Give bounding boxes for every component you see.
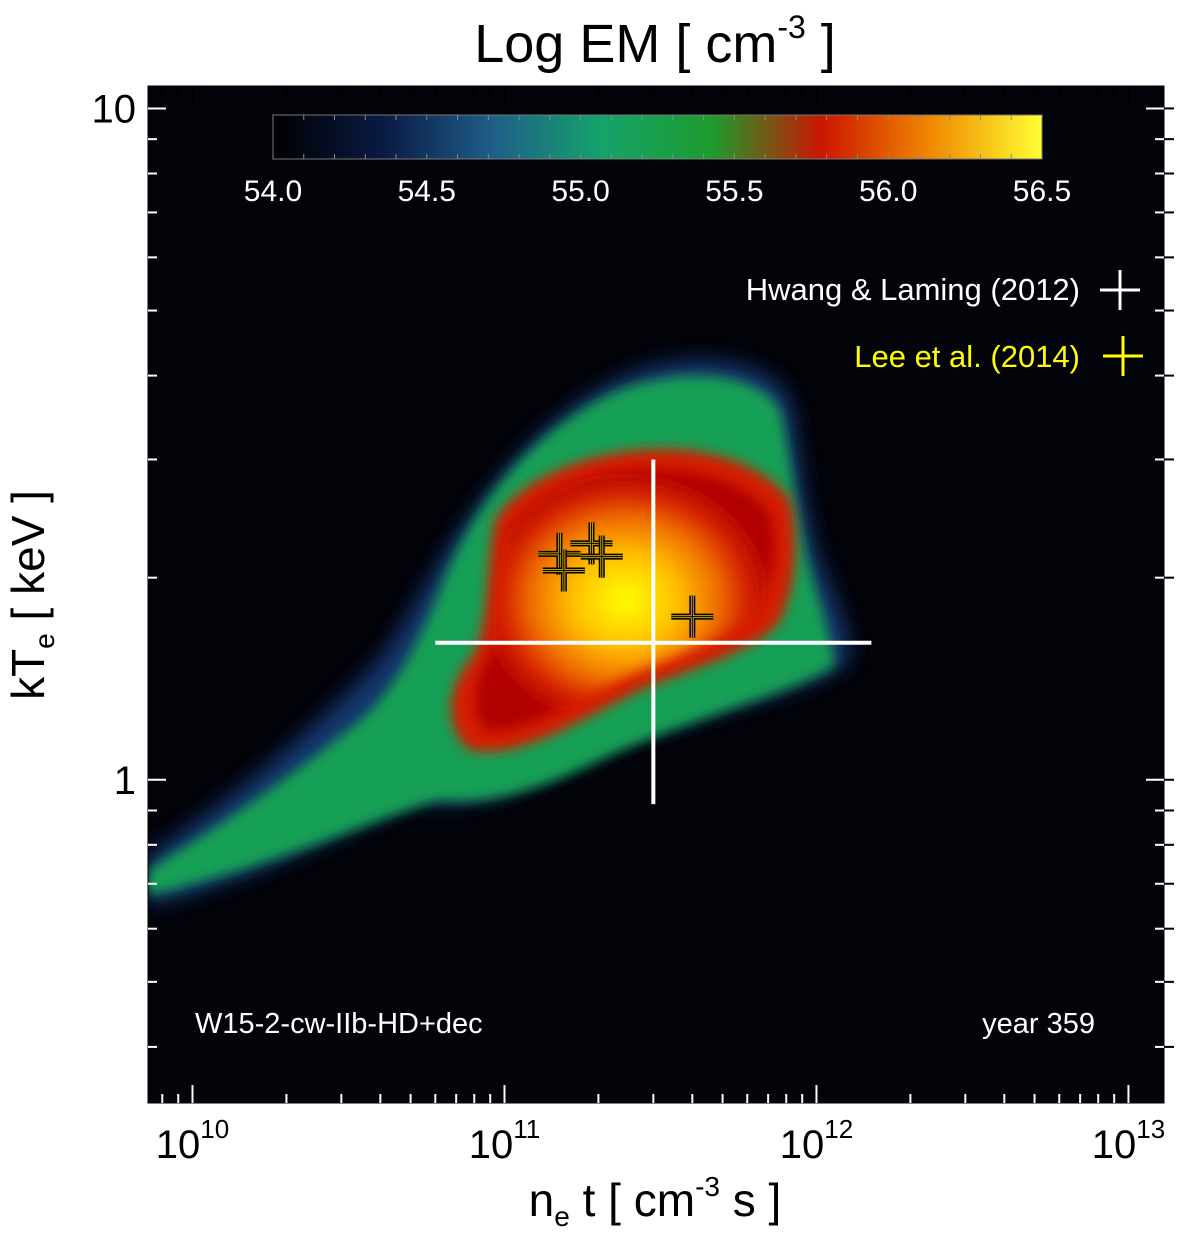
legend: Hwang & Laming (2012) Lee et al. (2014) bbox=[746, 270, 1143, 376]
data-markers bbox=[435, 459, 872, 805]
colorbar-tick-label: 55.0 bbox=[551, 175, 609, 208]
marker-lee bbox=[580, 535, 623, 578]
model-name-annotation: W15-2-cw-IIb-HD+dec bbox=[195, 1008, 483, 1040]
y-tick-label: 1 bbox=[114, 759, 136, 803]
colorbar: 54.0 54.5 55.0 55.5 56.0 56.5 bbox=[244, 114, 1071, 208]
colorbar-tick-label: 55.5 bbox=[705, 175, 763, 208]
marker-lee bbox=[542, 549, 585, 592]
x-tick-label: 1013 bbox=[1092, 1114, 1165, 1167]
axes-frame bbox=[147, 85, 1165, 1104]
colorbar-gradient bbox=[272, 114, 1043, 160]
x-tick-label: 1012 bbox=[780, 1114, 853, 1167]
heatmap-layer bbox=[148, 360, 850, 905]
axes: 1010 1011 1012 1013 1 10 bbox=[92, 85, 1174, 1167]
marker-hwang-laming bbox=[435, 459, 872, 805]
y-axis-label: kTe [ keV ] bbox=[2, 490, 60, 700]
marker-lee bbox=[671, 595, 714, 638]
colorbar-tick-label: 56.0 bbox=[859, 175, 917, 208]
colorbar-tick-label: 54.0 bbox=[244, 175, 302, 208]
chart-title: Log EM [ cm-3 ] bbox=[474, 9, 836, 74]
x-tick-label: 1010 bbox=[156, 1114, 229, 1167]
x-tick-label: 1011 bbox=[469, 1114, 541, 1167]
colorbar-tick-label: 54.5 bbox=[398, 175, 456, 208]
age-annotation: year 359 bbox=[982, 1008, 1095, 1040]
x-axis-label: ne t [ cm-3 s ] bbox=[529, 1171, 782, 1232]
y-tick-label: 10 bbox=[92, 87, 137, 131]
legend-marker-hwang bbox=[1100, 270, 1140, 310]
legend-label-hwang: Hwang & Laming (2012) bbox=[746, 272, 1080, 307]
em-contour-core bbox=[475, 469, 774, 731]
colorbar-tick-label: 56.5 bbox=[1013, 175, 1071, 208]
legend-marker-lee bbox=[1103, 336, 1143, 376]
legend-label-lee: Lee et al. (2014) bbox=[854, 339, 1080, 374]
